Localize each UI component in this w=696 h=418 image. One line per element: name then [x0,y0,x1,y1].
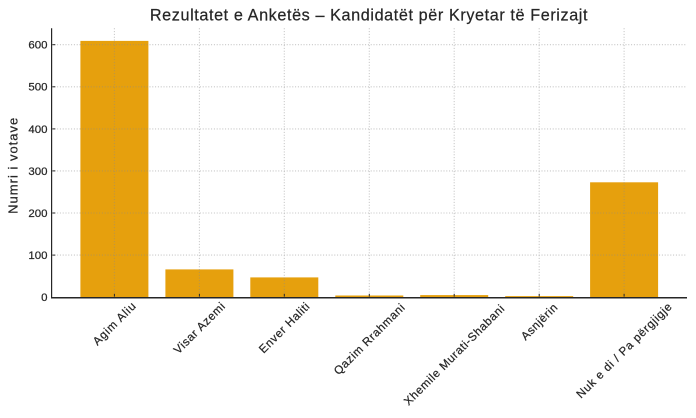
svg-text:500: 500 [28,82,47,94]
svg-text:Asnjërin: Asnjërin [518,301,560,343]
svg-text:200: 200 [28,208,47,220]
svg-text:0: 0 [41,292,47,304]
svg-text:300: 300 [28,166,47,178]
svg-text:Nuk e di / Pa përgjigje: Nuk e di / Pa përgjigje [574,300,675,401]
svg-text:Agim Aliu: Agim Aliu [90,299,139,348]
svg-text:Xhemile Murati-Shabani: Xhemile Murati-Shabani [402,302,508,408]
svg-text:100: 100 [28,250,47,262]
svg-text:Rezultatet e Anketës – Kandida: Rezultatet e Anketës – Kandidatët për Kr… [150,6,588,24]
svg-text:600: 600 [28,40,47,52]
svg-text:400: 400 [28,124,47,136]
svg-text:Enver Haliti: Enver Haliti [257,300,313,356]
svg-text:Numri i votave: Numri i votave [6,117,21,214]
svg-text:Qazim Rrahmani: Qazim Rrahmani [331,301,408,378]
svg-text:Visar Azemi: Visar Azemi [171,300,228,357]
